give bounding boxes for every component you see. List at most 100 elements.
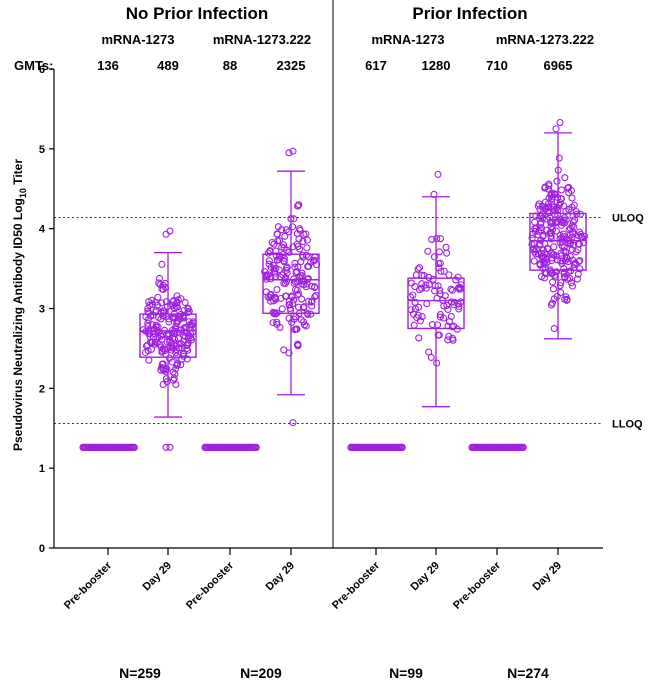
data-point [414, 265, 422, 273]
data-point [418, 280, 426, 288]
y-tick-label: 3 [39, 304, 45, 316]
data-point [444, 336, 452, 344]
y-tick-label: 2 [39, 383, 45, 395]
data-point [445, 271, 453, 279]
data-point [564, 258, 572, 266]
data-point [411, 305, 419, 313]
data-point [418, 313, 426, 321]
data-point [152, 306, 160, 314]
data-point [415, 264, 424, 272]
data-point [574, 246, 582, 254]
data-point [443, 249, 451, 257]
data-point [440, 267, 448, 275]
data-point [298, 295, 306, 303]
data-point [272, 295, 280, 304]
x-tick-label: Pre-booster [62, 559, 115, 612]
data-point [272, 264, 280, 272]
data-point [571, 259, 579, 267]
data-point [170, 304, 178, 312]
data-point [553, 177, 561, 185]
data-point [435, 248, 443, 256]
gmt-value: 1280 [422, 58, 451, 73]
data-point [130, 443, 138, 452]
data-point [154, 293, 162, 301]
data-point [270, 240, 278, 248]
data-point [428, 320, 437, 329]
data-point [560, 264, 568, 273]
data-point [174, 335, 182, 343]
data-point [173, 361, 181, 369]
data-point [436, 259, 444, 267]
gmt-value: 617 [365, 58, 387, 73]
data-point [285, 149, 293, 157]
data-point [273, 318, 281, 326]
x-tick-label: Day 29 [409, 560, 443, 594]
data-point [279, 241, 288, 249]
x-tick-label: Pre-booster [330, 559, 383, 612]
data-point [296, 245, 304, 253]
data-point [433, 294, 441, 302]
data-point [168, 342, 176, 350]
reference-lines: ULOQ LLOQ [54, 212, 644, 430]
data-point [289, 147, 297, 155]
data-point [302, 230, 310, 238]
data-point [417, 284, 426, 292]
data-point [425, 273, 433, 281]
data-point [563, 295, 571, 303]
data-point [445, 332, 453, 340]
data-point [181, 332, 189, 340]
y-tick-label: 6 [39, 64, 45, 76]
gmt-value: 88 [223, 58, 237, 73]
y-tick-label: 0 [39, 543, 45, 555]
data-point [537, 249, 546, 258]
data-point [559, 230, 567, 238]
data-point [162, 230, 170, 238]
data-point [293, 286, 301, 294]
data-point [550, 295, 558, 303]
data-point [556, 199, 564, 207]
y-axis-title-subscript: 10 [18, 188, 28, 198]
data-point [443, 301, 451, 309]
data-point [562, 248, 570, 256]
data-point [556, 235, 564, 243]
data-point [280, 258, 288, 266]
data-point [170, 374, 178, 382]
data-point [398, 443, 406, 452]
data-point [311, 293, 319, 301]
gmt-row-label: GMTs: [14, 58, 53, 73]
data-point [295, 290, 303, 298]
data-point [550, 243, 558, 251]
n-labels: N=259 N=209 N=99 N=274 [119, 665, 549, 681]
data-point [168, 346, 176, 354]
data-point [568, 282, 577, 290]
data-point [557, 257, 565, 265]
data-point [184, 341, 192, 349]
data-point [565, 225, 573, 234]
data-point [304, 262, 312, 270]
data-point [294, 263, 302, 271]
data-point [531, 248, 539, 256]
data-point [531, 227, 539, 235]
data-point [273, 256, 281, 264]
data-point [452, 276, 460, 284]
reference-label-uloq: ULOQ [612, 212, 644, 224]
data-point [549, 278, 557, 286]
data-point [155, 274, 164, 282]
data-point [453, 325, 461, 333]
data-point [175, 340, 184, 348]
data-point [572, 248, 580, 256]
data-point [166, 443, 174, 451]
data-point [291, 263, 299, 271]
data-point [575, 228, 584, 236]
data-point [144, 322, 152, 330]
data-point [309, 257, 318, 265]
data-point [422, 284, 430, 292]
data-point [562, 216, 570, 224]
group-2 [139, 227, 197, 451]
data-point [273, 320, 281, 328]
data-point [307, 310, 315, 318]
data-point [280, 346, 288, 354]
data-point [265, 257, 273, 265]
data-point [562, 253, 570, 261]
box [407, 277, 465, 330]
